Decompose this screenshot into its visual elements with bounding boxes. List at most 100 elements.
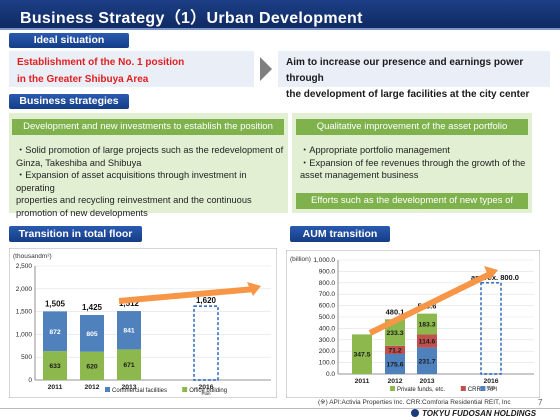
- y-tick-label: 400.0: [319, 325, 336, 332]
- x-tick-label: 2016: [483, 378, 498, 385]
- x-tick-label: 2013: [419, 378, 434, 385]
- ideal-left-line1: Establishment of the No. 1 position: [17, 57, 185, 68]
- page-number: 7: [538, 398, 543, 407]
- legend-label: API: [487, 387, 497, 393]
- x-tick-label: 2013: [121, 384, 136, 391]
- plan-note: Plan: [201, 391, 211, 396]
- strategy-right-line: asset management business: [300, 170, 419, 180]
- bar-segment: [417, 313, 437, 335]
- unit-label: (billion): [290, 256, 311, 263]
- company-name: TOKYU FUDOSAN HOLDINGS: [422, 409, 537, 418]
- y-tick-label: 200.0: [319, 348, 336, 355]
- arrow-right-icon: [260, 57, 272, 81]
- segment-label: 114.6: [419, 339, 436, 346]
- unit-label: (thousandm²): [13, 253, 52, 260]
- floor-area-chart: (thousandm²) 0 500 1,000 1,500 2,000 2,500 633 8…: [9, 248, 277, 398]
- trend-arrow-icon: [368, 270, 494, 336]
- strategy-left-line: properties and recycling reinvestment an…: [16, 195, 252, 205]
- segment-label: 620: [86, 363, 98, 370]
- bar-segment: [43, 311, 67, 352]
- chart-frame: [286, 250, 540, 398]
- segment-label: 233.3: [386, 330, 403, 337]
- legend-label: Private funds, etc.: [397, 387, 445, 393]
- ideal-left-line2: in the Greater Shibuya Area: [17, 74, 149, 85]
- total-label: 1,512: [119, 299, 140, 308]
- strategy-left-line: Ginza, Takeshiba and Shibuya: [16, 157, 142, 168]
- y-tick-label: 0.0: [326, 371, 335, 378]
- floor-area-label: Transition in total floor area: [9, 226, 142, 256]
- bar-plan: [480, 282, 502, 375]
- bar-segment: [43, 351, 67, 380]
- segment-label: 175.6: [386, 361, 403, 368]
- segment-label: 841: [123, 328, 135, 335]
- segment-label: 872: [49, 329, 61, 336]
- slide-title: Business Strategy（1）Urban Development: [20, 10, 363, 27]
- strategy-right-text: ・Appropriate portfolio management ・Expan…: [300, 144, 528, 182]
- total-label: 1,620: [196, 296, 217, 305]
- legend-label: Commercial facilities: [112, 388, 167, 394]
- y-tick-label: 1,500: [16, 309, 33, 316]
- trend-arrow-icon: [118, 286, 256, 304]
- company-logo-icon: [411, 409, 419, 417]
- segment-label: 71.2: [388, 347, 401, 354]
- segment-label: 183.3: [418, 322, 435, 329]
- ideal-left-box: Establishment of the No. 1 position in t…: [9, 51, 254, 87]
- legend-swatch: [390, 386, 395, 391]
- bar-segment: [417, 347, 437, 374]
- x-tick-label: 2011: [48, 384, 63, 391]
- bar-segment: [417, 334, 437, 348]
- strategy-left-line: promotion of new developments: [16, 207, 148, 218]
- bar-segment: [80, 351, 104, 380]
- strategy-right-line: ・Appropriate portfolio management: [300, 145, 450, 155]
- business-strategies-label: Business strategies: [9, 94, 129, 109]
- y-tick-label: 500: [21, 354, 32, 361]
- y-tick-label: 1,000.0: [313, 257, 335, 264]
- y-tick-label: 900.0: [319, 268, 336, 275]
- footer-rule: [0, 408, 560, 409]
- y-tick-label: 800.0: [319, 280, 336, 287]
- bar-segment: [385, 345, 405, 354]
- bar-segment: [117, 349, 141, 380]
- legend-swatch: [480, 386, 486, 391]
- total-label: 1,505: [45, 299, 66, 308]
- strategy-left-text: ・Solid promotion of large projects such …: [16, 144, 286, 219]
- y-tick-label: 0: [28, 377, 32, 384]
- trend-arrow-head-icon: [484, 266, 498, 280]
- y-tick-label: 1,000: [16, 331, 33, 338]
- x-tick-label: 2011: [355, 378, 370, 385]
- segment-label: 633: [49, 363, 61, 370]
- y-tick-label: 500.0: [319, 314, 336, 321]
- bar-segment: [385, 353, 405, 374]
- strategy-right-line: ・Expansion of fee revenues through the g…: [300, 157, 526, 168]
- strategy-right-header: Qualitative improvement of the asset por…: [296, 119, 528, 135]
- legend-swatch: [105, 387, 110, 392]
- footnote: (※) API:Activia Properties Inc. CRR:Comf…: [318, 399, 511, 406]
- x-tick-label: 2012: [84, 384, 99, 391]
- strategy-left-line: ・Solid promotion of large projects such …: [16, 145, 284, 155]
- legend-label: CRR: [468, 387, 482, 393]
- y-tick-label: 2,000: [16, 286, 33, 293]
- ideal-right-box: Aim to increase our presence and earning…: [278, 51, 550, 100]
- trend-arrow-head-icon: [247, 282, 261, 296]
- aum-label: AUM transition: [290, 226, 390, 242]
- legend-label: Office building: [189, 388, 227, 394]
- y-tick-label: 300.0: [319, 337, 336, 344]
- total-label: 480.1: [386, 307, 405, 316]
- y-tick-label: 600.0: [319, 303, 336, 310]
- strategy-left-line: ・Expansion of asset acquisitions through…: [16, 170, 247, 193]
- strategy-right-footer: Efforts such as the development of new t…: [296, 193, 528, 222]
- total-label: approx. 800.0: [471, 273, 519, 282]
- ideal-right-line2: the development of large facilities at t…: [286, 89, 530, 100]
- bar-plan: [193, 305, 219, 381]
- x-tick-label: 2012: [387, 378, 402, 385]
- plan-note: Plan: [486, 385, 496, 390]
- segment-label: 231.7: [418, 358, 435, 365]
- header-underline: [0, 28, 560, 30]
- y-tick-label: 100.0: [319, 360, 336, 367]
- y-tick-label: 2,500: [16, 263, 33, 270]
- legend-swatch: [460, 386, 466, 391]
- bar-segment: [117, 311, 141, 350]
- segment-label: 347.5: [353, 352, 370, 359]
- strategy-left-header: Development and new investments to estab…: [12, 119, 284, 135]
- segment-label: 671: [123, 362, 135, 369]
